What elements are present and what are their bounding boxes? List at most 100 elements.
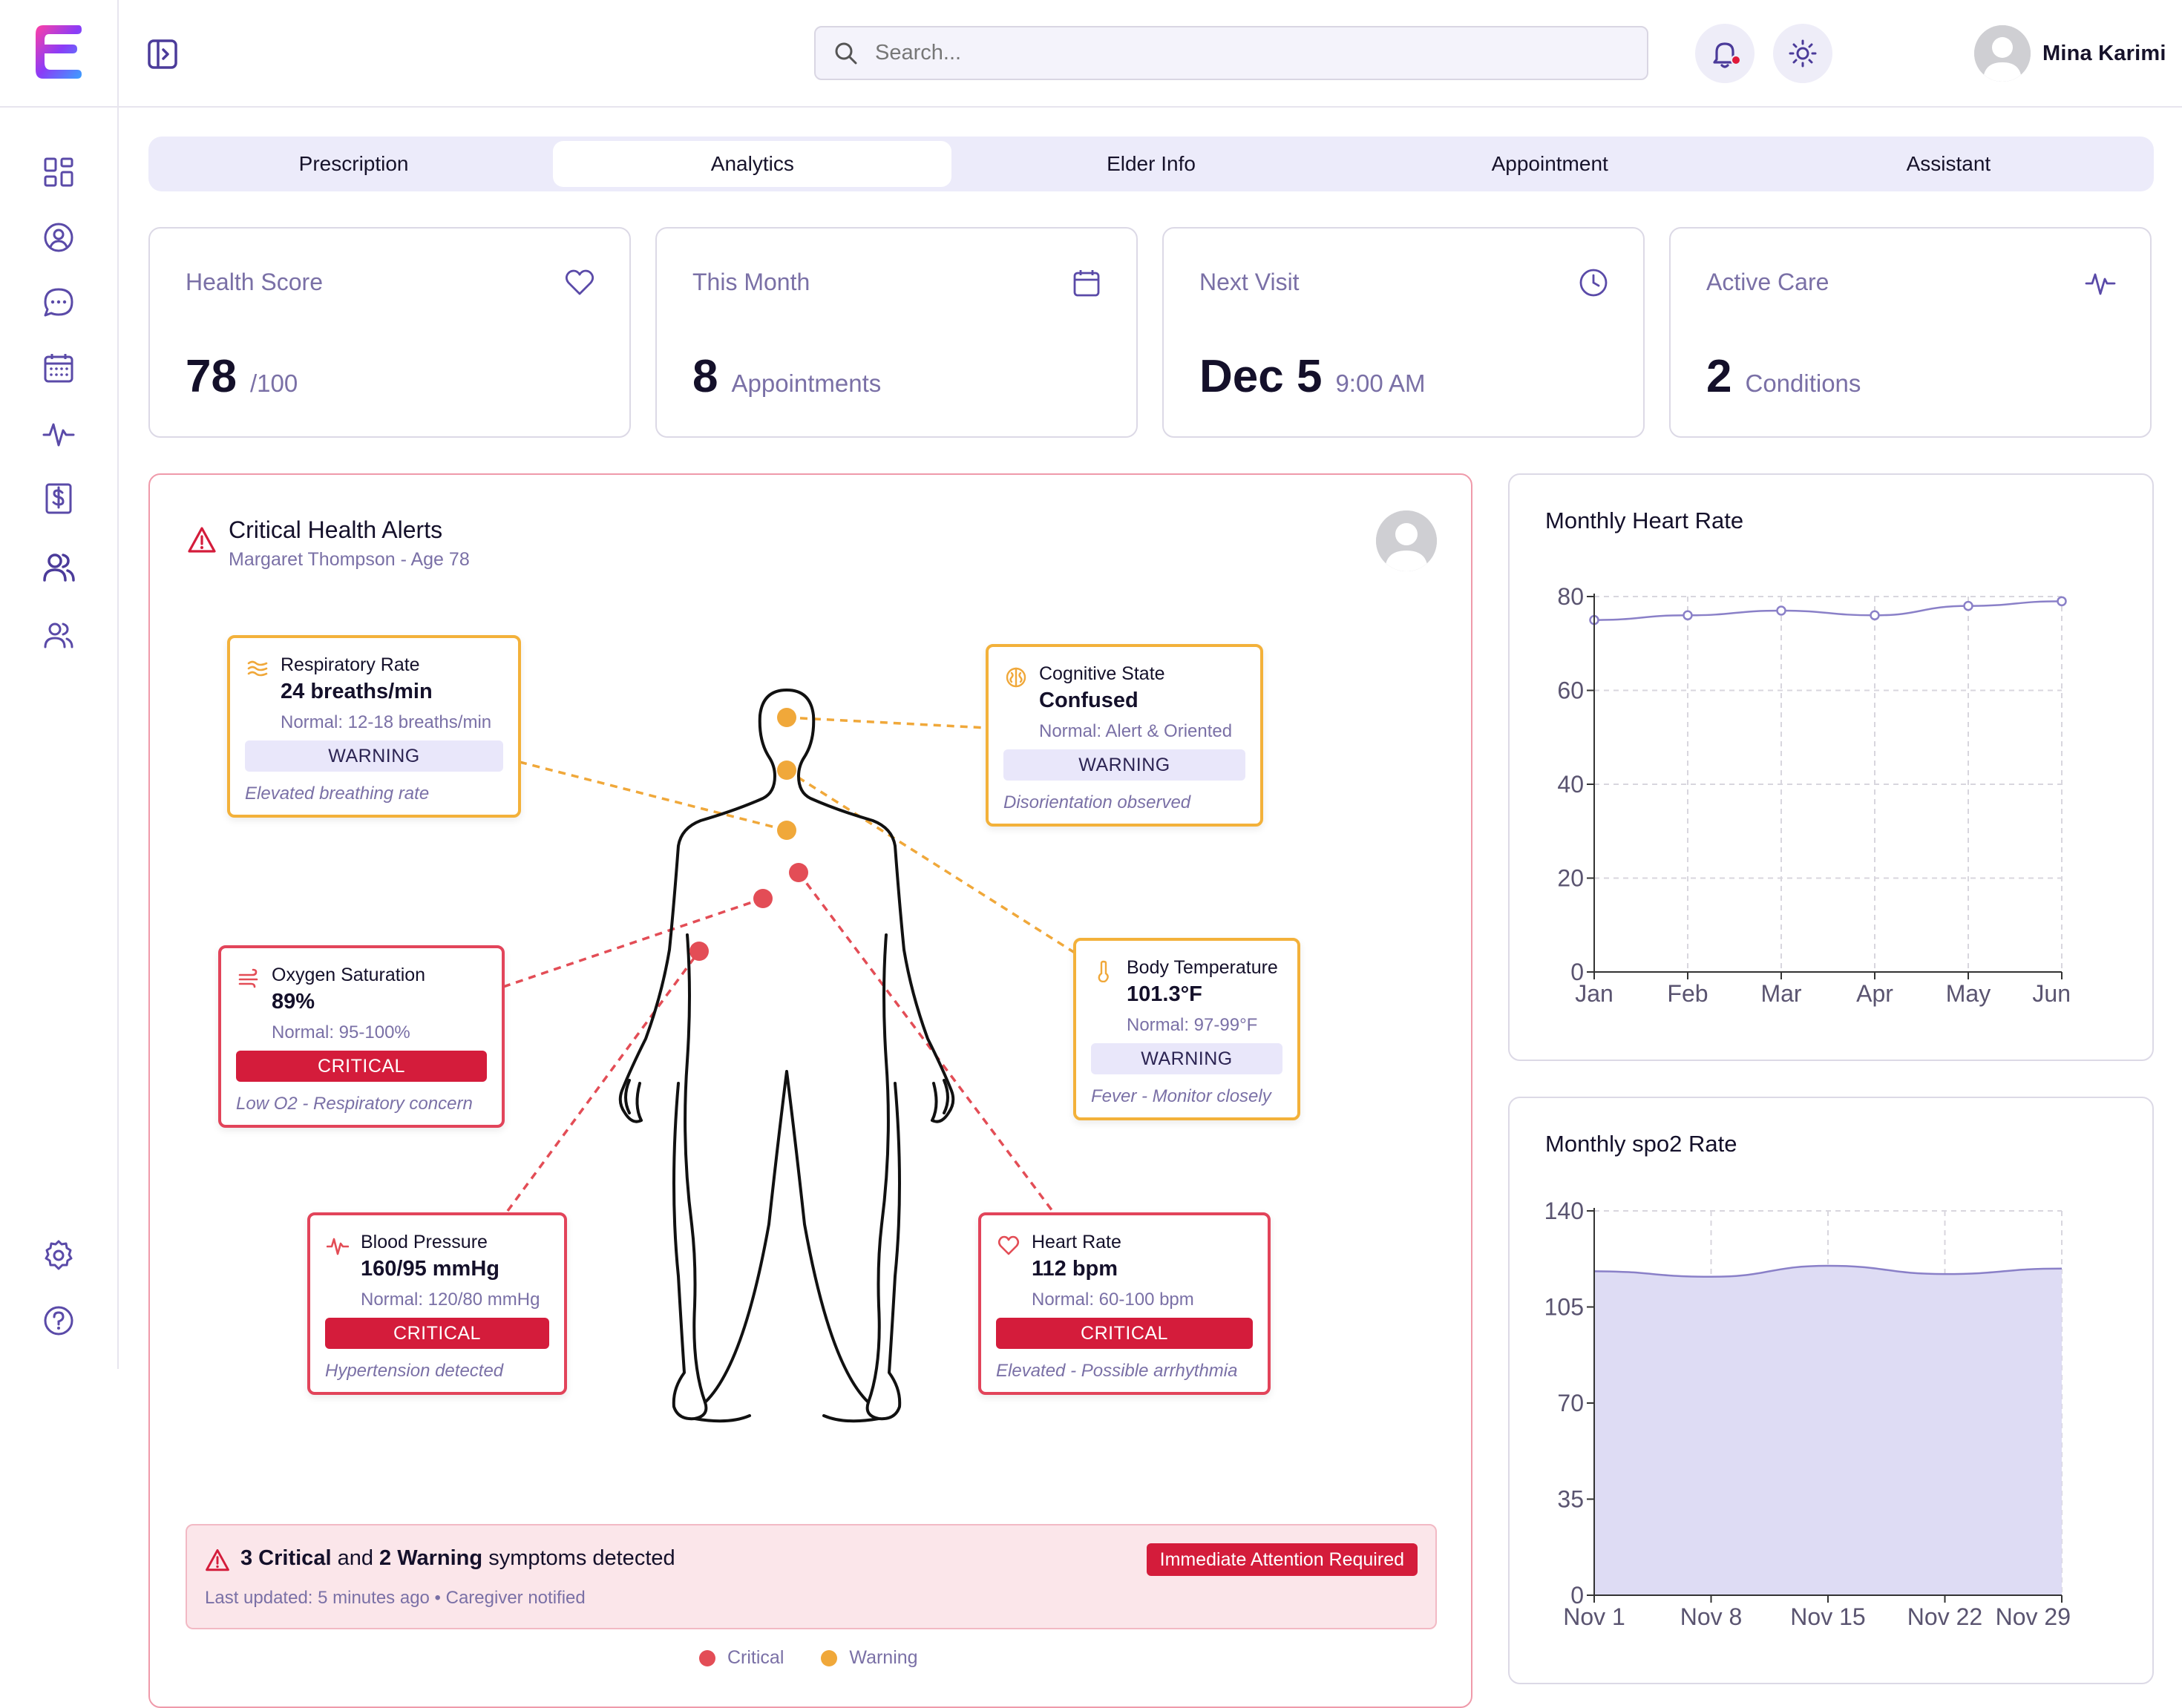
tab-prescription[interactable]: Prescription — [298, 152, 409, 175]
sidebar-item-users[interactable] — [42, 550, 76, 584]
vital-card-body-temperature[interactable]: Body Temperature 101.3°F Normal: 97-99°F… — [1073, 938, 1300, 1120]
stat-unit: Appointments — [731, 369, 882, 397]
airflow-icon — [238, 968, 258, 988]
vital-card-heart-rate[interactable]: Heart Rate 112 bpm Normal: 60-100 bpm CR… — [978, 1212, 1271, 1395]
users-icon — [43, 554, 75, 582]
chart-title: Monthly spo2 Rate — [1545, 1131, 1737, 1157]
sidebar-item-dashboard[interactable] — [42, 155, 76, 189]
heart-rate-chart-card: 0 20 40 60 80 Jan Feb Mar Apr May Jun Monthly Hear… — [1508, 473, 2154, 1061]
body-map — [502, 689, 1075, 1423]
vital-name: Oxygen Saturation — [272, 965, 426, 985]
stat-value: 2 — [1706, 351, 1732, 402]
series-line — [1593, 600, 2063, 621]
sidebar-item-help[interactable] — [42, 1304, 76, 1338]
avatar[interactable] — [1974, 25, 2031, 82]
sidebar-item-calendar[interactable] — [42, 351, 76, 385]
sidebar-item-profile[interactable] — [42, 220, 76, 254]
notifications-button[interactable] — [1695, 24, 1755, 83]
stat-card-health-score: Health Score 78 /100 — [148, 227, 631, 438]
legend-item-critical: Critical — [699, 1647, 784, 1669]
patient-avatar[interactable] — [1376, 510, 1437, 571]
chat-icon — [44, 288, 73, 317]
tab-assistant[interactable]: Assistant — [1906, 152, 1991, 175]
x-tick-label: Nov 29 — [1996, 1603, 2071, 1630]
heart-icon — [565, 269, 594, 295]
vital-normal-range: Normal: 12-18 breaths/min — [281, 712, 492, 732]
marker-oxygen[interactable] — [753, 889, 773, 908]
sidebar-item-activity[interactable] — [42, 416, 76, 450]
dashboard-icon — [44, 157, 73, 187]
data-point[interactable] — [2057, 596, 2067, 607]
stat-unit: /100 — [249, 369, 298, 397]
vital-note: Hypertension detected — [325, 1361, 504, 1381]
stat-title: This Month — [692, 269, 810, 295]
status-badge: WARNING — [1003, 749, 1245, 781]
y-tick-label: 40 — [1557, 771, 1584, 798]
theme-toggle-button[interactable] — [1773, 24, 1832, 83]
y-tick-label: 0 — [1570, 959, 1584, 985]
stat-value: 78 — [186, 351, 237, 402]
legend-label: Warning — [849, 1647, 918, 1668]
bell-icon — [1713, 42, 1737, 68]
data-point[interactable] — [1683, 610, 1693, 621]
user-menu[interactable]: Mina Karimi — [1974, 24, 2166, 83]
marker-respiratory[interactable] — [777, 821, 796, 840]
stat-title: Active Care — [1706, 269, 1829, 295]
data-point[interactable] — [1870, 610, 1880, 621]
app-logo[interactable] — [33, 22, 83, 82]
severity-legend: Critical Warning — [699, 1647, 955, 1669]
alerts-title: Critical Health Alerts — [229, 516, 443, 543]
sidebar-item-messages[interactable] — [42, 286, 76, 320]
tab-appointment[interactable]: Appointment — [1491, 152, 1608, 175]
data-point[interactable] — [1776, 605, 1786, 616]
stat-title: Health Score — [186, 269, 323, 295]
team-icon — [44, 623, 73, 648]
area-fill — [1594, 1266, 2062, 1595]
notification-dot — [1731, 55, 1741, 65]
tab-elder-info[interactable]: Elder Info — [1107, 152, 1196, 175]
x-tick-label: Mar — [1760, 980, 1801, 1007]
x-tick-label: Nov 22 — [1907, 1603, 1982, 1630]
immediate-attention-button[interactable]: Immediate Attention Required — [1146, 1543, 1418, 1576]
sidebar-item-billing[interactable] — [42, 482, 76, 516]
sidebar-toggle-icon[interactable] — [147, 39, 178, 70]
legend-label: Critical — [727, 1647, 784, 1668]
status-badge: CRITICAL — [236, 1051, 487, 1082]
y-tick-label: 35 — [1557, 1486, 1584, 1513]
data-point[interactable] — [1963, 600, 1973, 611]
tab-analytics[interactable]: Analytics — [553, 141, 952, 187]
sidebar-item-settings[interactable] — [42, 1238, 76, 1272]
warning-dot — [821, 1649, 838, 1666]
sidebar-item-team[interactable] — [42, 618, 76, 652]
alert-triangle-icon — [188, 527, 216, 553]
vital-name: Respiratory Rate — [281, 654, 420, 675]
user-name[interactable]: Mina Karimi — [2042, 41, 2166, 65]
y-tick-label: 140 — [1544, 1198, 1584, 1224]
stat-unit: 9:00 AM — [1335, 369, 1426, 397]
human-body-outline — [618, 689, 955, 1423]
y-tick-label: 70 — [1557, 1390, 1584, 1416]
topbar-divider — [117, 0, 119, 108]
status-badge: WARNING — [1091, 1043, 1282, 1074]
search-input[interactable] — [875, 41, 1617, 65]
top-bar: Mina Karimi — [0, 0, 2182, 108]
marker-blood-pressure[interactable] — [689, 942, 709, 961]
search-bar[interactable] — [814, 26, 1648, 80]
vital-value: Confused — [1039, 689, 1138, 712]
x-tick-label: May — [1946, 980, 1991, 1007]
vital-card-respiratory-rate[interactable]: Respiratory Rate 24 breaths/min Normal: … — [227, 635, 521, 818]
alert-summary-banner: 3 Critical and 2 Warning symptoms detect… — [186, 1524, 1437, 1629]
marker-cognitive[interactable] — [777, 708, 796, 727]
marker-temperature[interactable] — [777, 761, 796, 780]
clock-icon — [1579, 269, 1608, 297]
patient-avatar-icon — [1376, 510, 1437, 571]
brain-icon — [1006, 667, 1026, 688]
connector-oxygen — [502, 897, 764, 988]
stat-value-row: 8 Appointments — [692, 350, 881, 403]
marker-heart-rate[interactable] — [789, 863, 808, 882]
vital-name: Body Temperature — [1127, 957, 1278, 978]
vital-card-cognitive-state[interactable]: Cognitive State Confused Normal: Alert &… — [986, 644, 1263, 827]
vital-note: Elevated breathing rate — [245, 784, 430, 804]
vital-card-oxygen-saturation[interactable]: Oxygen Saturation 89% Normal: 95-100% CR… — [218, 945, 505, 1128]
vital-card-blood-pressure[interactable]: Blood Pressure 160/95 mmHg Normal: 120/8… — [307, 1212, 567, 1395]
